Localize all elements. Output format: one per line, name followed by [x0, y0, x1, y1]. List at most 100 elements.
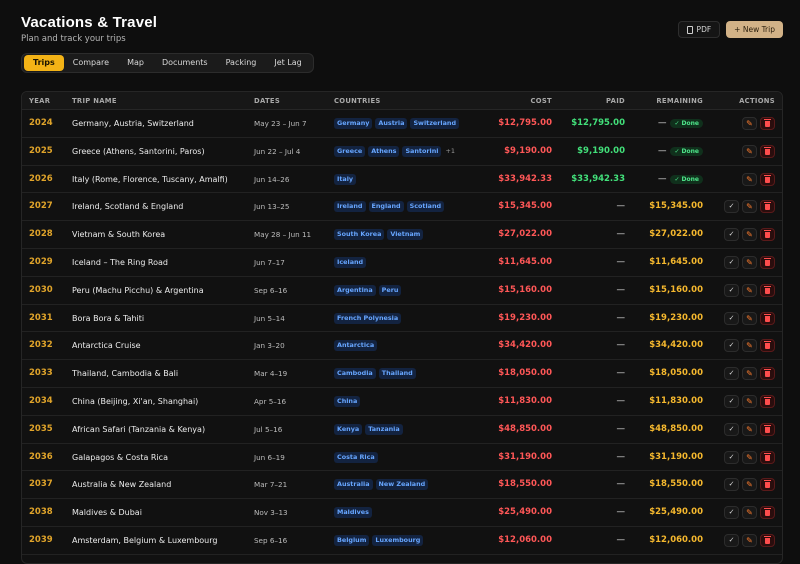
column-header-cost[interactable]: COST: [530, 97, 552, 105]
pdf-button[interactable]: PDF: [677, 21, 721, 38]
edit-button[interactable]: ✎: [742, 339, 757, 353]
trip-year: 2028: [29, 229, 53, 240]
table-row[interactable]: 2025 Greece (Athens, Santorini, Paros) J…: [22, 138, 782, 166]
tab-packing[interactable]: Packing: [225, 58, 257, 67]
delete-button[interactable]: [760, 255, 775, 269]
table-row[interactable]: 2029 Iceland – The Ring Road Jun 7–17 Ic…: [22, 249, 782, 277]
mark-paid-button[interactable]: ✓: [724, 255, 739, 269]
edit-button[interactable]: ✎: [742, 533, 757, 547]
trip-name[interactable]: Germany, Austria, Switzerland: [72, 119, 194, 128]
table-row[interactable]: 2038 Maldives & Dubai Nov 3–13 Maldives …: [22, 499, 782, 527]
edit-button[interactable]: ✎: [742, 478, 757, 492]
mark-paid-button[interactable]: ✓: [724, 311, 739, 325]
delete-button[interactable]: [760, 422, 775, 436]
trip-name[interactable]: Thailand, Cambodia & Bali: [72, 369, 179, 379]
country-chip: Peru: [378, 284, 402, 296]
edit-button[interactable]: ✎: [742, 144, 757, 158]
mark-paid-button[interactable]: ✓: [724, 478, 739, 492]
delete-button[interactable]: [760, 339, 775, 353]
edit-button[interactable]: ✎: [742, 283, 757, 297]
trip-countries: China: [334, 388, 361, 415]
mark-paid-button[interactable]: ✓: [724, 506, 739, 520]
mark-paid-button[interactable]: ✓: [724, 200, 739, 214]
trip-name[interactable]: Italy (Rome, Florence, Tuscany, Amalfi): [72, 174, 228, 184]
column-header-countries[interactable]: COUNTRIES: [334, 97, 381, 105]
trip-name[interactable]: Peru (Machu Picchu) & Argentina: [72, 285, 204, 295]
row-actions: ✓ ✎: [724, 388, 775, 415]
tab-trips[interactable]: Trips: [24, 55, 64, 71]
trip-name[interactable]: Australia & New Zealand: [72, 480, 172, 490]
trip-name[interactable]: Iceland – The Ring Road: [72, 257, 169, 267]
mark-paid-button[interactable]: ✓: [724, 283, 739, 297]
delete-button[interactable]: [760, 117, 775, 130]
country-chip: England: [368, 201, 404, 213]
mark-paid-button[interactable]: ✓: [724, 394, 739, 408]
mark-paid-button[interactable]: ✓: [724, 367, 739, 381]
delete-button[interactable]: [760, 200, 775, 214]
table-row[interactable]: 2035 African Safari (Tanzania & Kenya) J…: [22, 416, 782, 444]
edit-button[interactable]: ✎: [742, 117, 757, 130]
table-row[interactable]: 2033 Thailand, Cambodia & Bali Mar 4–19 …: [22, 360, 782, 388]
tab-map[interactable]: Map: [127, 58, 144, 67]
table-row[interactable]: 2039 Amsterdam, Belgium & Luxembourg Sep…: [22, 527, 782, 555]
edit-button[interactable]: ✎: [742, 506, 757, 520]
table-row[interactable]: 2026 Italy (Rome, Florence, Tuscany, Ama…: [22, 166, 782, 194]
trip-name[interactable]: Vietnam & South Korea: [72, 230, 166, 240]
edit-button[interactable]: ✎: [742, 172, 757, 186]
column-header-paid[interactable]: PAID: [606, 97, 625, 105]
trip-name[interactable]: African Safari (Tanzania & Kenya): [72, 424, 206, 434]
column-header-dates[interactable]: DATES: [254, 97, 281, 105]
edit-button[interactable]: ✎: [742, 255, 757, 269]
edit-button[interactable]: ✎: [742, 311, 757, 325]
table-row[interactable]: 2034 China (Beijing, Xi'an, Shanghai) Ap…: [22, 388, 782, 416]
trip-name[interactable]: Greece (Athens, Santorini, Paros): [72, 146, 205, 156]
delete-button[interactable]: [760, 228, 775, 242]
table-row[interactable]: 2030 Peru (Machu Picchu) & Argentina Sep…: [22, 277, 782, 305]
table-row[interactable]: 2024 Germany, Austria, Switzerland May 2…: [22, 110, 782, 138]
delete-button[interactable]: [760, 394, 775, 408]
trip-name[interactable]: Maldives & Dubai: [72, 508, 142, 518]
delete-button[interactable]: [760, 283, 775, 297]
delete-button[interactable]: [760, 144, 775, 158]
delete-button[interactable]: [760, 506, 775, 520]
tab-compare[interactable]: Compare: [72, 58, 110, 67]
delete-button[interactable]: [760, 533, 775, 547]
edit-button[interactable]: ✎: [742, 228, 757, 242]
edit-button[interactable]: ✎: [742, 422, 757, 436]
table-row[interactable]: 2031 Bora Bora & Tahiti Jun 5–14 French …: [22, 305, 782, 333]
edit-button[interactable]: ✎: [742, 200, 757, 214]
table-row[interactable]: 2036 Galapagos & Costa Rica Jun 6–19 Cos…: [22, 444, 782, 472]
trip-name[interactable]: China (Beijing, Xi'an, Shanghai): [72, 396, 199, 406]
edit-button[interactable]: ✎: [742, 450, 757, 464]
delete-button[interactable]: [760, 450, 775, 464]
edit-button[interactable]: ✎: [742, 367, 757, 381]
mark-paid-button[interactable]: ✓: [724, 339, 739, 353]
table-row[interactable]: 2032 Antarctica Cruise Jan 3–20 Antarcti…: [22, 332, 782, 361]
column-header-trip-name[interactable]: TRIP NAME: [72, 97, 117, 105]
delete-button[interactable]: [760, 311, 775, 325]
action-spacer: [724, 145, 739, 158]
mark-paid-button[interactable]: ✓: [724, 533, 739, 547]
table-row[interactable]: 2027 Ireland, Scotland & England Jun 13–…: [22, 193, 782, 222]
delete-button[interactable]: [760, 478, 775, 492]
trip-name[interactable]: Bora Bora & Tahiti: [72, 313, 145, 323]
table-row[interactable]: 2037 Australia & New Zealand Mar 7–21 Au…: [22, 471, 782, 500]
table-row[interactable]: 2028 Vietnam & South Korea May 28 – Jun …: [22, 221, 782, 249]
trip-name[interactable]: Galapagos & Costa Rica: [72, 452, 168, 462]
trip-name[interactable]: Amsterdam, Belgium & Luxembourg: [72, 535, 218, 545]
trip-dates: Jul 5–16: [254, 424, 283, 434]
tab-jet-lag[interactable]: Jet Lag: [274, 58, 302, 67]
column-header-year[interactable]: YEAR: [29, 97, 51, 105]
delete-button[interactable]: [760, 172, 775, 186]
trip-name[interactable]: Ireland, Scotland & England: [72, 202, 184, 212]
mark-paid-button[interactable]: ✓: [724, 450, 739, 464]
tab-documents[interactable]: Documents: [161, 58, 208, 67]
new-trip-button[interactable]: + New Trip: [726, 21, 783, 38]
mark-paid-button[interactable]: ✓: [724, 228, 739, 242]
column-header-remaining[interactable]: REMAINING: [656, 97, 703, 105]
trip-name[interactable]: Antarctica Cruise: [72, 341, 141, 351]
mark-paid-button[interactable]: ✓: [724, 422, 739, 436]
delete-button[interactable]: [760, 367, 775, 381]
pencil-icon: ✎: [746, 119, 753, 128]
edit-button[interactable]: ✎: [742, 394, 757, 408]
